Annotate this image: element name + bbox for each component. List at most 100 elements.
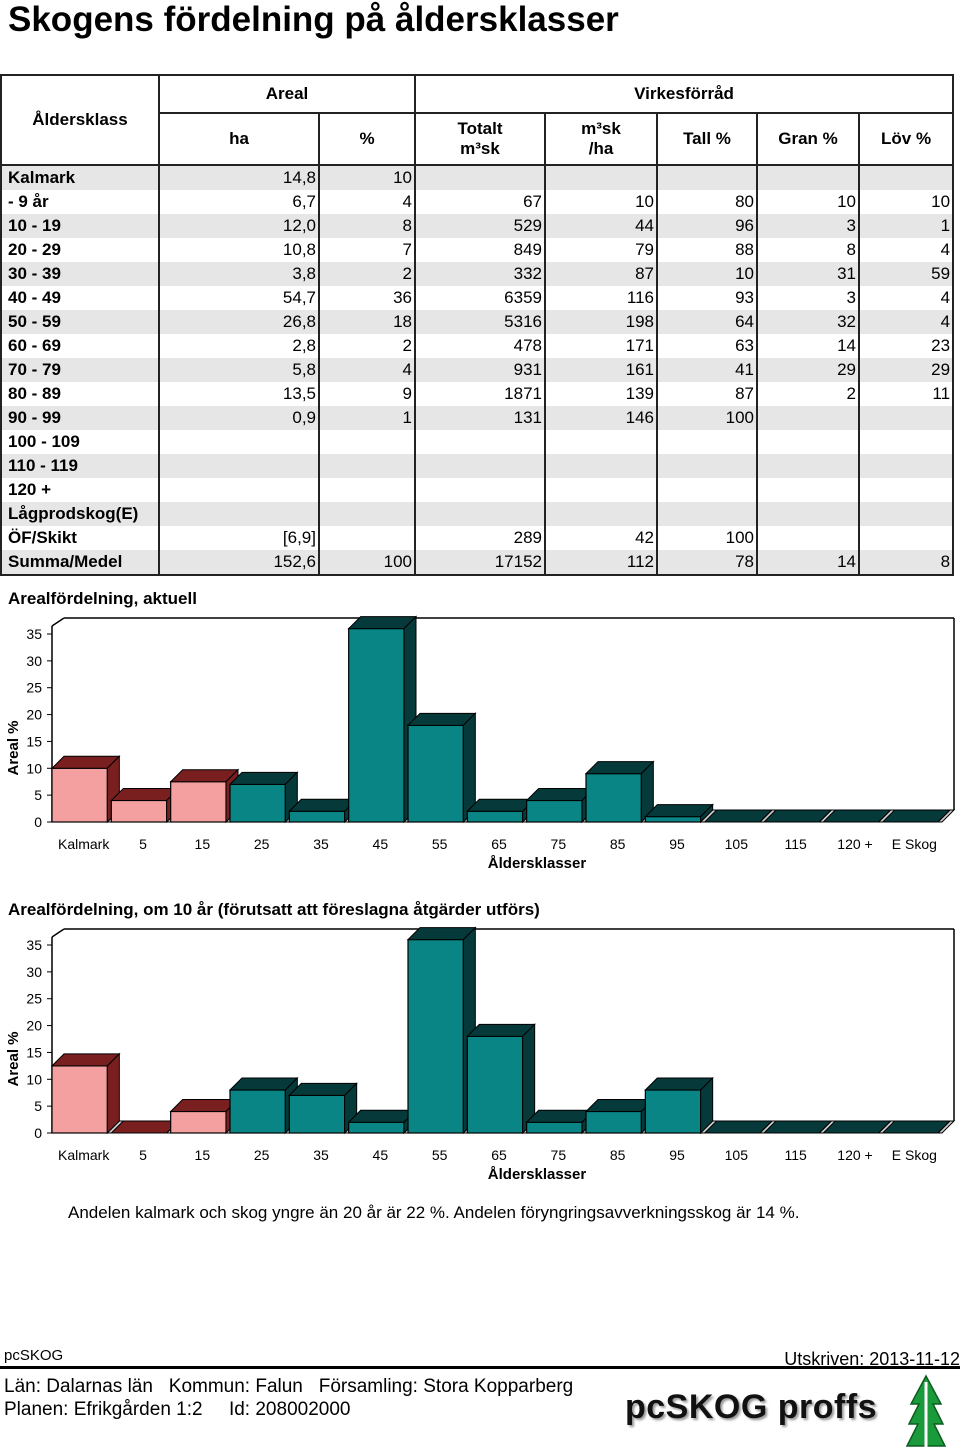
table-cell xyxy=(757,502,860,526)
table-cell: 67 xyxy=(415,190,546,214)
footer-printed: Utskriven: 2013-11-12 xyxy=(784,1349,960,1369)
x-tick-label: 75 xyxy=(551,1147,567,1163)
table-cell: 10 xyxy=(859,190,955,214)
table-row: Lågprodskog(E) xyxy=(0,502,955,526)
table-cell: 5,8 xyxy=(159,358,320,382)
col-m3sk-ha: m³sk/ha xyxy=(545,113,658,166)
bar-side xyxy=(937,809,951,823)
row-label: 60 - 69 xyxy=(0,334,160,358)
table-cell: 29 xyxy=(859,358,955,382)
x-tick-label: 85 xyxy=(610,836,626,852)
frame-corner xyxy=(51,617,65,627)
table-cell: 8 xyxy=(859,550,955,576)
table-cell xyxy=(859,526,955,550)
table-cell: 96 xyxy=(657,214,758,238)
bar xyxy=(229,783,286,823)
y-tick-label: 30 xyxy=(26,964,42,980)
table-row: 10 - 19 12,0 8 529 44 96 3 1 xyxy=(0,214,955,238)
table-cell: 14,8 xyxy=(159,165,320,190)
table-cell xyxy=(657,165,758,190)
table-cell: 59 xyxy=(859,262,955,286)
bar xyxy=(466,810,524,823)
row-label: ÖF/Skikt xyxy=(0,526,160,550)
bar xyxy=(288,810,346,823)
table-row: Kalmark 14,8 10 xyxy=(0,165,955,190)
x-tick-label: 5 xyxy=(139,1147,147,1163)
row-label: 30 - 39 xyxy=(0,262,160,286)
row-label: 110 - 119 xyxy=(0,454,160,478)
table-cell xyxy=(415,454,546,478)
table-row: 20 - 29 10,8 7 849 79 88 8 4 xyxy=(0,238,955,262)
col-ha: ha xyxy=(159,113,320,166)
table-cell xyxy=(545,430,658,454)
x-tick-label: 105 xyxy=(725,1147,749,1163)
table-cell: 23 xyxy=(859,334,955,358)
table-cell xyxy=(859,406,955,430)
table-cell xyxy=(159,454,320,478)
table-cell xyxy=(159,478,320,502)
table-cell: 2 xyxy=(319,334,416,358)
table-cell: 849 xyxy=(415,238,546,262)
table-cell xyxy=(415,430,546,454)
header-areal: Areal xyxy=(159,74,416,114)
x-tick-label: 95 xyxy=(669,1147,685,1163)
table-cell: 332 xyxy=(415,262,546,286)
table-cell xyxy=(757,165,860,190)
frame-corner xyxy=(51,928,65,938)
table-cell: 100 xyxy=(657,526,758,550)
footer-location: Län: Dalarnas län Kommun: Falun Församli… xyxy=(4,1376,574,1397)
row-label: Kalmark xyxy=(0,165,160,190)
table-row: - 9 år 6,7 4 67 10 80 10 10 xyxy=(0,190,955,214)
table-cell xyxy=(757,454,860,478)
y-tick-label: 30 xyxy=(26,653,42,669)
table-cell xyxy=(859,502,955,526)
table-cell: 2,8 xyxy=(159,334,320,358)
bar-side xyxy=(878,1120,892,1134)
footer-app: pcSKOG xyxy=(4,1347,64,1364)
page-title: Skogens fördelning på åldersklasser xyxy=(8,0,619,39)
table-cell: 11 xyxy=(859,382,955,406)
table-cell: 3,8 xyxy=(159,262,320,286)
table-cell: 9 xyxy=(319,382,416,406)
table-cell xyxy=(859,454,955,478)
table-cell: 146 xyxy=(545,406,658,430)
chart-areal-aktuell: 0 5 10 15 20 25 30 35 Areal % Kalmark 5 15 25 35 45 55 6… xyxy=(5,615,956,872)
table-row: ÖF/Skikt [6,9] 289 42 100 xyxy=(0,526,955,550)
table-cell xyxy=(415,478,546,502)
table-cell xyxy=(859,478,955,502)
y-tick-label: 5 xyxy=(34,1098,42,1114)
table-cell xyxy=(545,165,658,190)
footnote: Andelen kalmark och skog yngre än 20 år … xyxy=(68,1203,800,1222)
age-class-table: Åldersklass Areal Virkesförråd ha % Tota… xyxy=(0,74,955,576)
table-cell: 4 xyxy=(859,310,955,334)
table-cell: 93 xyxy=(657,286,758,310)
table-cell xyxy=(657,478,758,502)
x-tick-label: Kalmark xyxy=(58,1147,110,1163)
table-row: 70 - 79 5,8 4 931 161 41 29 29 xyxy=(0,358,955,382)
table-cell: 931 xyxy=(415,358,546,382)
bar xyxy=(348,1121,405,1134)
bar xyxy=(51,1065,108,1134)
chart1-title: Arealfördelning, aktuell xyxy=(8,589,197,608)
bar xyxy=(466,1035,524,1134)
y-tick-label: 25 xyxy=(26,991,42,1007)
table-cell: 529 xyxy=(415,214,546,238)
table-cell: 10,8 xyxy=(159,238,320,262)
table-cell xyxy=(657,430,758,454)
row-label: 90 - 99 xyxy=(0,406,160,430)
table-cell: 2 xyxy=(757,382,860,406)
table-cell: 79 xyxy=(545,238,658,262)
table-cell: 63 xyxy=(657,334,758,358)
x-tick-label: 105 xyxy=(725,836,749,852)
bar-side xyxy=(818,1120,832,1134)
table-cell xyxy=(545,454,658,478)
table-cell: 1 xyxy=(319,406,416,430)
table-cell: 31 xyxy=(757,262,860,286)
x-tick-label: 115 xyxy=(785,1147,808,1163)
y-tick-label: 35 xyxy=(26,937,42,953)
table-cell: 131 xyxy=(415,406,546,430)
row-label: 50 - 59 xyxy=(0,310,160,334)
col-tall: Tall % xyxy=(657,113,758,166)
bar xyxy=(585,773,642,823)
bar xyxy=(288,1094,346,1134)
